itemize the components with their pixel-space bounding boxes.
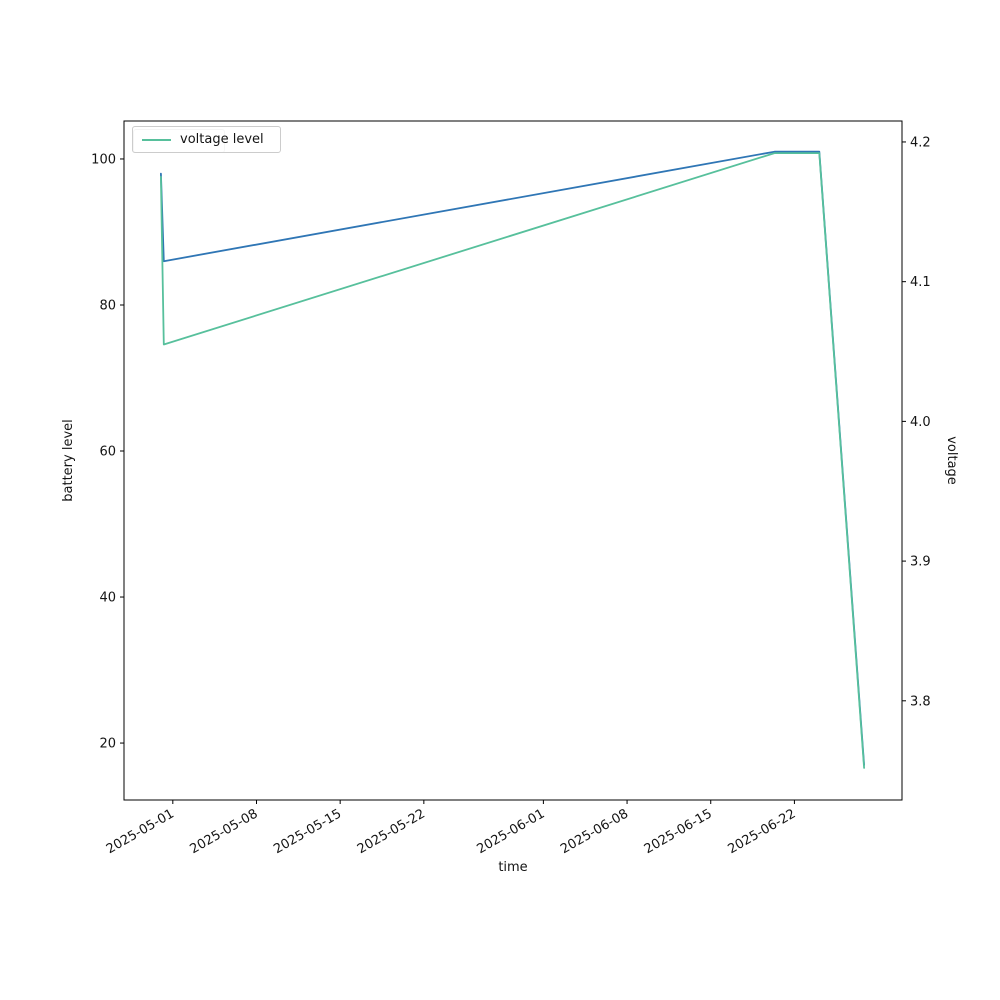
- y-right-tick-label: 3.8: [910, 694, 931, 709]
- series-line-battery-level: [159, 150, 865, 766]
- x-tick-label: 2025-05-08: [188, 806, 261, 857]
- x-tick-label: 2025-05-01: [104, 806, 177, 857]
- xlabel: time: [498, 860, 527, 875]
- y-right-tick-label: 4.1: [910, 275, 931, 290]
- y-left-tick-label: 100: [91, 152, 116, 167]
- y-right-tick-label: 4.0: [910, 415, 931, 430]
- x-tick-label: 2025-06-15: [642, 806, 715, 857]
- series-line-voltage-level: [159, 152, 865, 769]
- x-tick-label: 2025-05-22: [355, 806, 428, 857]
- y-left-tick-label: 20: [99, 737, 116, 752]
- plot-border: [123, 120, 903, 801]
- x-tick-label: 2025-06-01: [474, 806, 547, 857]
- x-tick-label: 2025-06-22: [725, 806, 798, 857]
- y-left-tick-label: 40: [99, 591, 116, 606]
- y-right-tick-label: 3.9: [910, 555, 931, 570]
- x-tick-label: 2025-05-15: [271, 806, 344, 857]
- ylabel-right: voltage: [944, 436, 959, 485]
- x-tick-label: 2025-06-08: [558, 806, 631, 857]
- y-left-tick-label: 60: [99, 445, 116, 460]
- y-right-tick-label: 4.2: [910, 135, 931, 150]
- ylabel-left: battery level: [61, 419, 76, 502]
- legend-line-sample-voltage: [142, 138, 171, 141]
- legend-label-voltage: voltage level: [180, 132, 264, 147]
- y-left-tick-label: 80: [99, 298, 116, 313]
- legend: voltage level: [132, 126, 281, 153]
